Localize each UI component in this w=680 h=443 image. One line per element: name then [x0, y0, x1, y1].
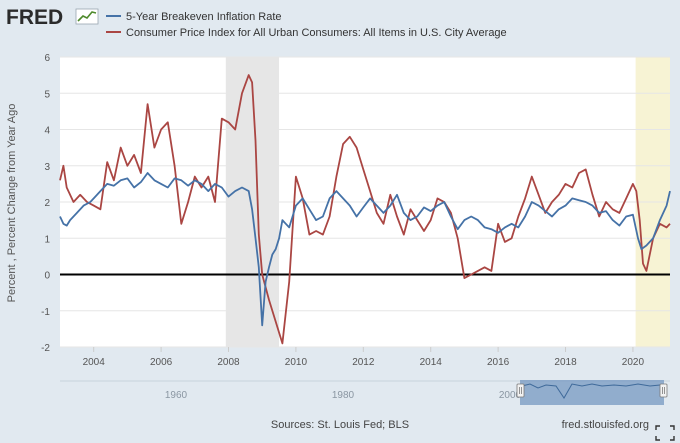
navigator-handle-left[interactable] — [516, 383, 525, 398]
x-axis: 2004 2006 2008 2010 2012 2014 2016 2018 2020 — [83, 347, 645, 368]
y-tick-label: 2 — [44, 198, 50, 209]
legend-label-cpi: Consumer Price Index for All Urban Consu… — [126, 27, 507, 39]
x-tick-label: 2004 — [83, 357, 106, 368]
y-tick-label: 0 — [44, 271, 50, 282]
range-navigator[interactable]: 1960 1980 2000 — [60, 378, 670, 410]
navigator-tick-1960: 1960 — [165, 390, 188, 401]
legend: 5-Year Breakeven Inflation Rate Consumer… — [106, 11, 507, 39]
legend-item-breakeven[interactable]: 5-Year Breakeven Inflation Rate — [106, 11, 282, 23]
series-line-breakeven[interactable] — [59, 172, 671, 327]
y-tick-label: -1 — [41, 307, 50, 318]
y-tick-label: 3 — [44, 162, 50, 173]
y-tick-label: -2 — [41, 343, 50, 354]
y-tick-label: 6 — [44, 53, 50, 64]
x-tick-label: 2016 — [487, 357, 510, 368]
legend-item-cpi[interactable]: Consumer Price Index for All Urban Consu… — [106, 27, 507, 39]
x-tick-label: 2020 — [622, 357, 645, 368]
x-tick-label: 2018 — [554, 357, 577, 368]
navigator-tick-2000: 2000 — [499, 390, 522, 401]
y-tick-label: 5 — [44, 89, 50, 100]
y-tick-label: 4 — [44, 126, 50, 137]
y-axis-label: Percent , Percent Change from Year Ago — [6, 104, 18, 303]
fred-logo[interactable]: FRED — [6, 6, 99, 29]
navigator-mini-line — [521, 383, 661, 399]
x-tick-label: 2008 — [217, 357, 240, 368]
legend-label-breakeven: 5-Year Breakeven Inflation Rate — [126, 11, 282, 23]
logo-text: FRED — [6, 6, 63, 29]
x-tick-label: 2014 — [420, 357, 443, 368]
logo-chart-icon — [75, 8, 99, 25]
sources-note: Sources: St. Louis Fed; BLS — [271, 419, 409, 431]
y-axis: -2 -1 0 1 2 3 4 5 6 — [41, 53, 50, 354]
navigator-tick-1980: 1980 — [332, 390, 355, 401]
fullscreen-icon[interactable] — [655, 425, 675, 441]
series-line-cpi[interactable] — [59, 74, 671, 345]
series-lines — [59, 74, 671, 345]
x-tick-label: 2012 — [352, 357, 375, 368]
x-tick-label: 2006 — [150, 357, 173, 368]
fred-site-link[interactable]: fred.stlouisfed.org — [562, 419, 649, 431]
navigator-handle-right[interactable] — [659, 383, 668, 398]
x-tick-label: 2010 — [285, 357, 308, 368]
y-tick-label: 1 — [44, 234, 50, 245]
